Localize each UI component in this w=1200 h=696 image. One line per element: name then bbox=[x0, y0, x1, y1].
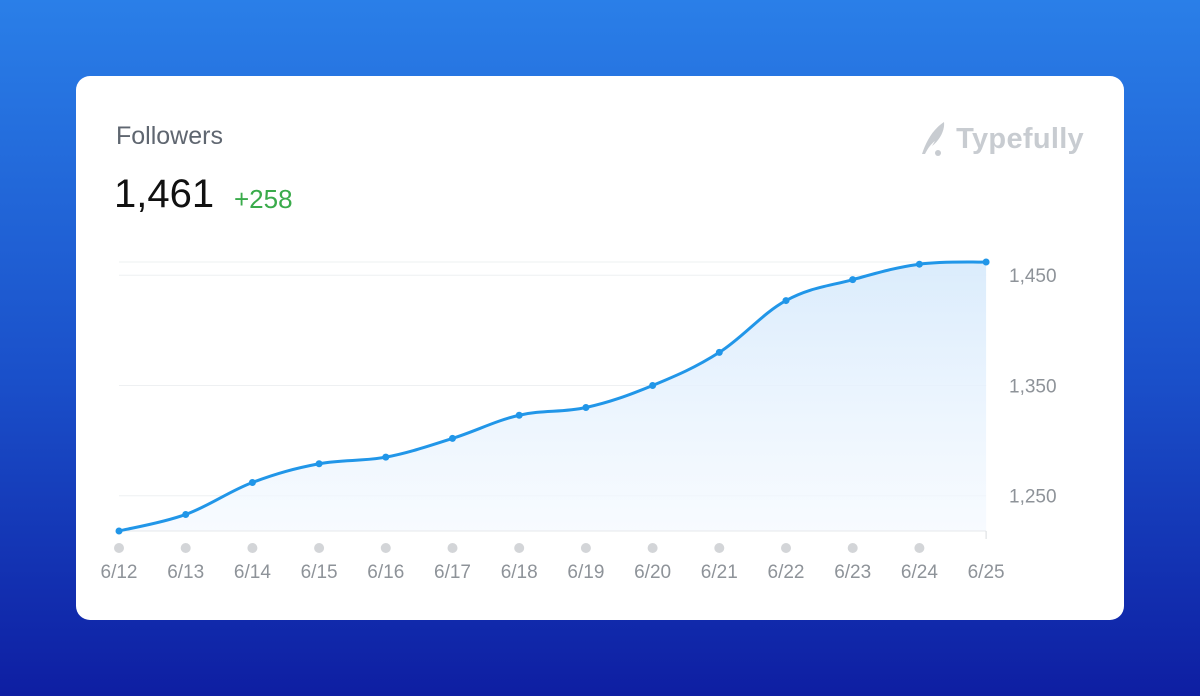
x-tick-dot bbox=[914, 543, 925, 553]
series-line bbox=[118, 260, 987, 533]
data-point-6-21[interactable] bbox=[715, 348, 723, 356]
y-tick-label: 1,350 bbox=[1009, 376, 1057, 397]
x-tick-label: 6/20 bbox=[634, 562, 671, 583]
x-tick-label: 6/25 bbox=[968, 562, 1005, 583]
data-point-6-14[interactable] bbox=[248, 478, 256, 486]
metric-delta: +258 bbox=[234, 184, 293, 214]
y-tick-label: 1,250 bbox=[1009, 487, 1057, 508]
metric-title: Followers bbox=[116, 122, 223, 150]
data-point-6-24[interactable] bbox=[915, 260, 923, 268]
x-tick-label: 6/15 bbox=[301, 562, 338, 583]
x-tick-dot bbox=[247, 543, 258, 553]
metric-value: 1,461 bbox=[114, 172, 215, 216]
x-tick-dot bbox=[314, 543, 325, 553]
x-tick-label: 6/16 bbox=[367, 562, 404, 583]
data-point-6-23[interactable] bbox=[849, 276, 857, 284]
followers-card: Followers 1,461 +258 Typefully 6/12 6/13 6… bbox=[76, 76, 1124, 620]
x-tick-label: 6/22 bbox=[768, 562, 805, 583]
x-tick-label: 6/13 bbox=[167, 562, 204, 583]
data-point-6-16[interactable] bbox=[382, 453, 390, 461]
x-tick-label: 6/21 bbox=[701, 562, 738, 583]
x-tick-dot bbox=[580, 543, 591, 553]
x-tick-label: 6/17 bbox=[434, 562, 471, 583]
data-point-6-12[interactable] bbox=[115, 527, 123, 535]
x-tick-label: 6/23 bbox=[834, 562, 871, 583]
x-tick-label: 6/14 bbox=[234, 562, 271, 583]
x-tick-label: 6/24 bbox=[901, 562, 938, 583]
x-tick-labels: 6/12 6/13 6/14 6/15 6/16 6/17 6/18 6/19 6/20 6/21… bbox=[101, 562, 1005, 583]
x-tick-dot bbox=[714, 543, 725, 553]
brand-logo: Typefully bbox=[918, 120, 1084, 158]
x-tick-dot bbox=[781, 543, 791, 553]
x-tick-dot bbox=[114, 543, 124, 553]
followers-chart: 6/12 6/13 6/14 6/15 6/16 6/17 6/18 6/19 6/20 6/21… bbox=[101, 258, 1057, 583]
data-point-6-22[interactable] bbox=[782, 297, 790, 305]
y-tick-label: 1,450 bbox=[1009, 266, 1057, 287]
feather-icon bbox=[922, 122, 945, 156]
data-point-6-20[interactable] bbox=[649, 381, 657, 389]
brand-name: Typefully bbox=[956, 122, 1084, 155]
data-point-6-19[interactable] bbox=[582, 404, 590, 412]
data-point-6-13[interactable] bbox=[182, 510, 190, 518]
x-tick-dots bbox=[114, 543, 925, 553]
data-point-6-17[interactable] bbox=[449, 434, 456, 442]
x-tick-label: 6/18 bbox=[501, 562, 538, 583]
x-tick-dot bbox=[647, 543, 658, 553]
x-tick-dot bbox=[180, 543, 191, 553]
data-point-6-15[interactable] bbox=[315, 460, 323, 468]
y-tick-labels: 1,450 1,350 1,250 bbox=[1009, 266, 1057, 507]
x-tick-dot bbox=[380, 543, 391, 553]
data-point-6-18[interactable] bbox=[515, 411, 523, 419]
data-point-6-25[interactable] bbox=[982, 258, 990, 266]
data-points bbox=[115, 258, 990, 535]
x-tick-dot bbox=[514, 543, 525, 553]
x-tick-label: 6/19 bbox=[567, 562, 604, 583]
x-tick-dot bbox=[447, 543, 458, 553]
x-tick-dot bbox=[847, 543, 858, 553]
area-fill bbox=[119, 262, 987, 531]
x-tick-label: 6/12 bbox=[101, 562, 138, 583]
